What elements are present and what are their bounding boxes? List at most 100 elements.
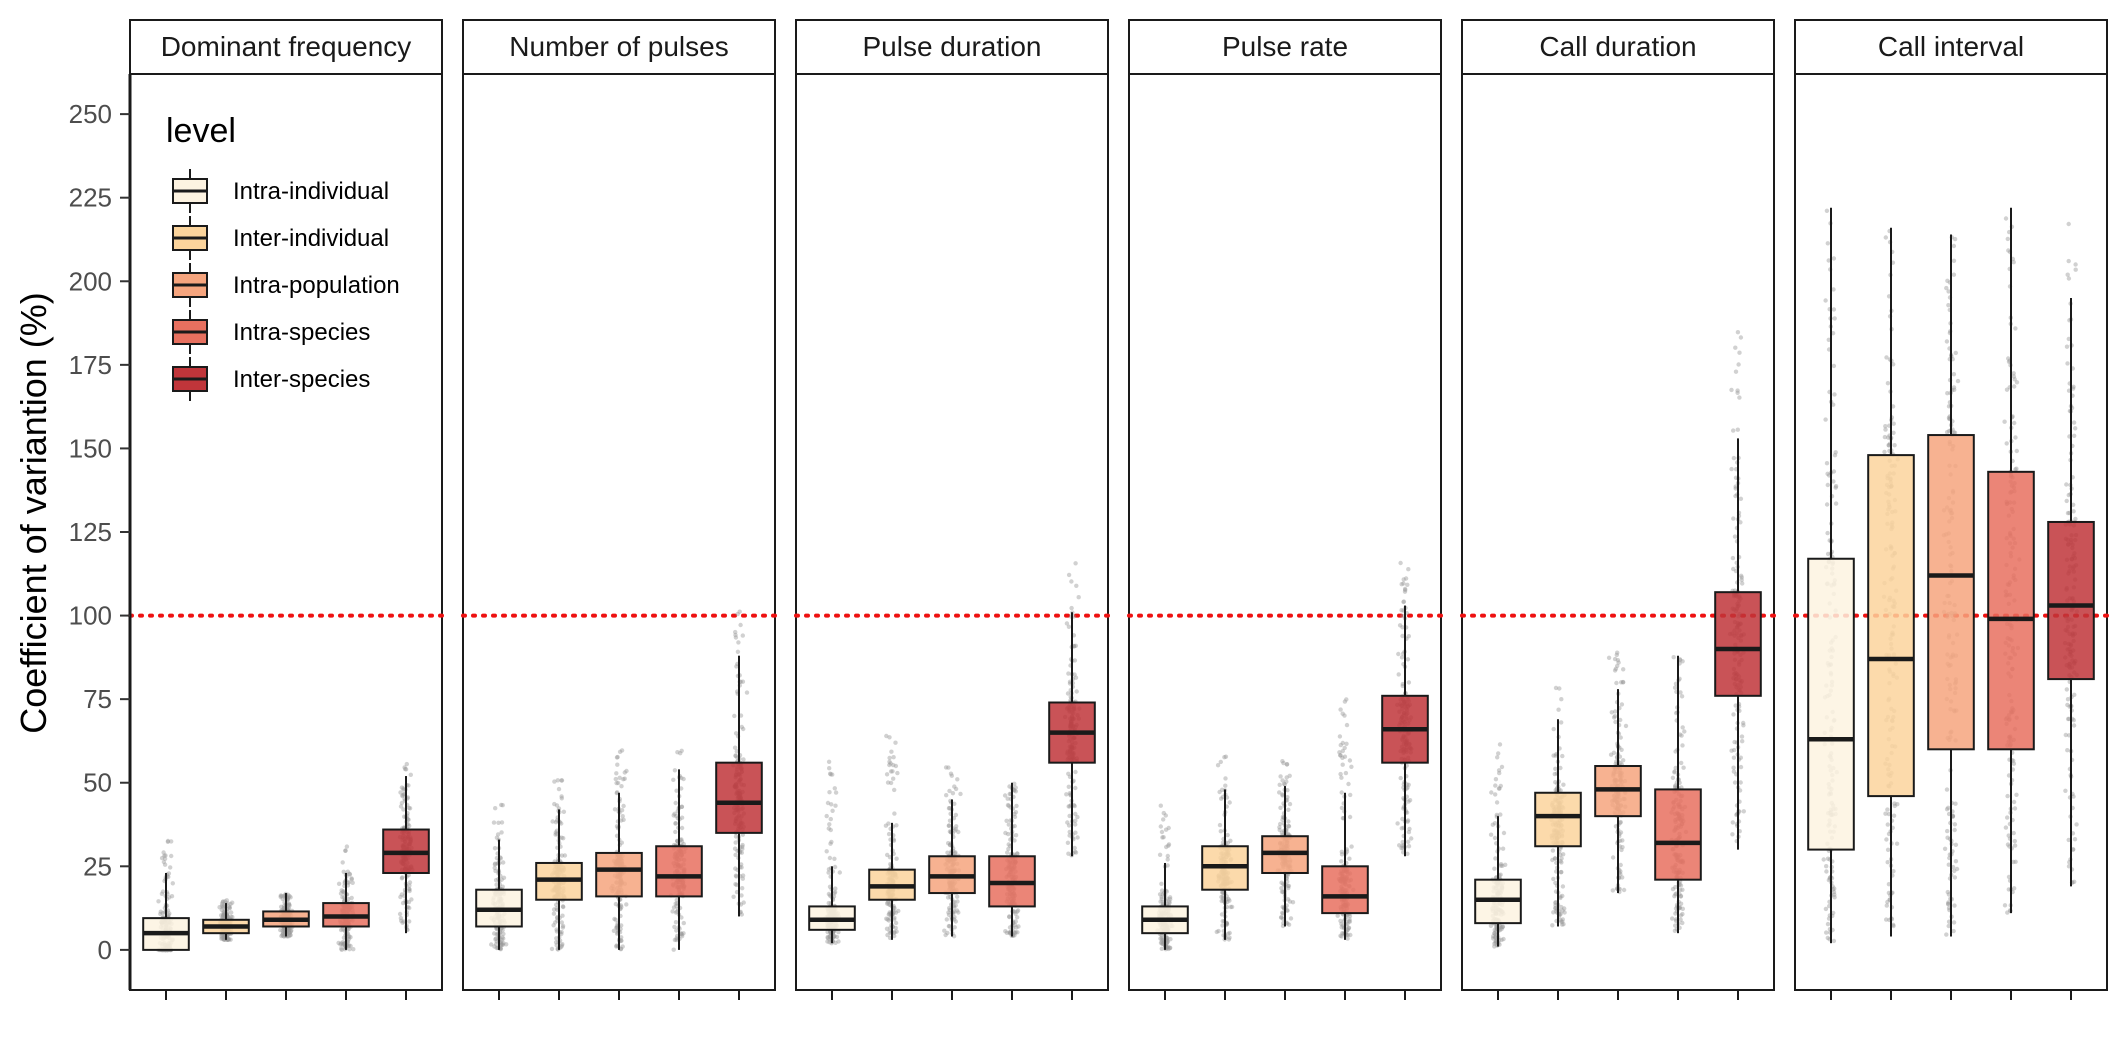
jitter-point	[1679, 760, 1684, 766]
jitter-point	[559, 931, 564, 937]
jitter-point	[1732, 780, 1738, 785]
jitter-point	[1738, 335, 1744, 340]
jitter-point	[827, 937, 832, 942]
box-intra-individual	[142, 838, 190, 1000]
jitter-point	[1067, 829, 1072, 835]
jitter-point	[340, 942, 346, 948]
jitter-point	[1346, 926, 1351, 931]
jitter-point	[619, 938, 624, 943]
jitter-point	[1338, 707, 1343, 712]
jitter-point	[1399, 608, 1404, 613]
jitter-point	[1279, 889, 1285, 894]
box-intra-species	[988, 781, 1036, 1000]
jitter-point	[1952, 827, 1957, 833]
jitter-point	[1942, 846, 1948, 851]
jitter-point	[674, 936, 679, 941]
jitter-point	[169, 839, 174, 844]
jitter-point	[892, 787, 897, 793]
jitter-point	[1280, 778, 1285, 783]
jitter-point	[896, 908, 901, 914]
jitter-point	[741, 900, 746, 905]
jitter-point	[1219, 898, 1224, 904]
jitter-point	[1339, 852, 1345, 857]
jitter-point	[1006, 803, 1011, 808]
jitter-point	[167, 911, 172, 916]
box-intra-population	[595, 748, 643, 1000]
jitter-point	[1067, 813, 1072, 819]
jitter-point	[1952, 822, 1958, 827]
jitter-point	[554, 943, 559, 948]
jitter-point	[407, 886, 412, 892]
jitter-point	[1558, 846, 1563, 851]
jitter-point	[740, 886, 745, 891]
jitter-point	[1066, 851, 1071, 856]
jitter-point	[620, 814, 625, 819]
jitter-point	[1340, 740, 1346, 746]
jitter-point	[1285, 879, 1290, 884]
jitter-point	[338, 942, 343, 947]
jitter-point	[672, 937, 678, 943]
jitter-point	[1164, 844, 1169, 850]
jitter-point	[1891, 813, 1897, 818]
jitter-point	[222, 899, 228, 904]
jitter-point	[671, 813, 676, 818]
jitter-point	[406, 805, 412, 811]
jitter-point	[733, 629, 738, 635]
jitter-point	[1278, 915, 1284, 920]
jitter-point	[946, 910, 951, 915]
jitter-point	[1558, 788, 1563, 793]
jitter-point	[614, 771, 619, 776]
jitter-point	[1397, 843, 1402, 848]
jitter-point	[947, 788, 952, 794]
jitter-point	[286, 926, 291, 931]
jitter-point	[501, 936, 506, 941]
jitter-point	[556, 786, 562, 792]
jitter-point	[1286, 824, 1292, 829]
jitter-point	[1400, 625, 1405, 630]
jitter-point	[1406, 680, 1412, 685]
jitter-point	[1284, 762, 1290, 767]
jitter-point	[1064, 621, 1070, 626]
jitter-point	[737, 609, 742, 614]
jitter-point	[1277, 782, 1282, 787]
jitter-point	[1159, 933, 1164, 938]
jitter-point	[1397, 623, 1403, 628]
jitter-point	[1279, 886, 1284, 891]
jitter-point	[1168, 897, 1173, 902]
facet-strip-label: Dominant frequency	[161, 31, 412, 62]
jitter-point	[1894, 841, 1900, 846]
jitter-point	[826, 900, 831, 906]
jitter-point	[733, 635, 739, 640]
jitter-point	[552, 779, 557, 784]
box-inter-species	[382, 761, 430, 1000]
jitter-point	[952, 905, 957, 910]
jitter-point	[1281, 781, 1287, 786]
jitter-point	[1286, 823, 1291, 829]
jitter-point	[559, 853, 565, 858]
jitter-point	[833, 886, 838, 891]
facet-strip-label: Pulse duration	[862, 31, 1041, 62]
jitter-point	[679, 825, 685, 831]
jitter-point	[825, 935, 830, 941]
jitter-point	[1348, 792, 1353, 798]
jitter-point	[1066, 784, 1072, 789]
jitter-point	[348, 943, 353, 949]
jitter-point	[1161, 817, 1166, 822]
jitter-point	[1559, 856, 1564, 861]
jitter-point	[221, 913, 226, 918]
jitter-point	[340, 940, 346, 945]
jitter-point	[624, 902, 629, 907]
jitter-point	[1396, 672, 1401, 677]
jitter-point	[1400, 681, 1406, 687]
jitter-point	[1493, 935, 1498, 940]
jitter-point	[828, 827, 833, 833]
jitter-point	[946, 841, 951, 846]
jitter-point	[492, 931, 497, 936]
jitter-point	[1501, 830, 1507, 836]
jitter-point	[1165, 939, 1170, 944]
jitter-point	[1501, 936, 1506, 942]
jitter-point	[492, 862, 498, 867]
jitter-point	[407, 887, 412, 892]
jitter-point	[559, 944, 564, 950]
jitter-point	[399, 876, 405, 881]
